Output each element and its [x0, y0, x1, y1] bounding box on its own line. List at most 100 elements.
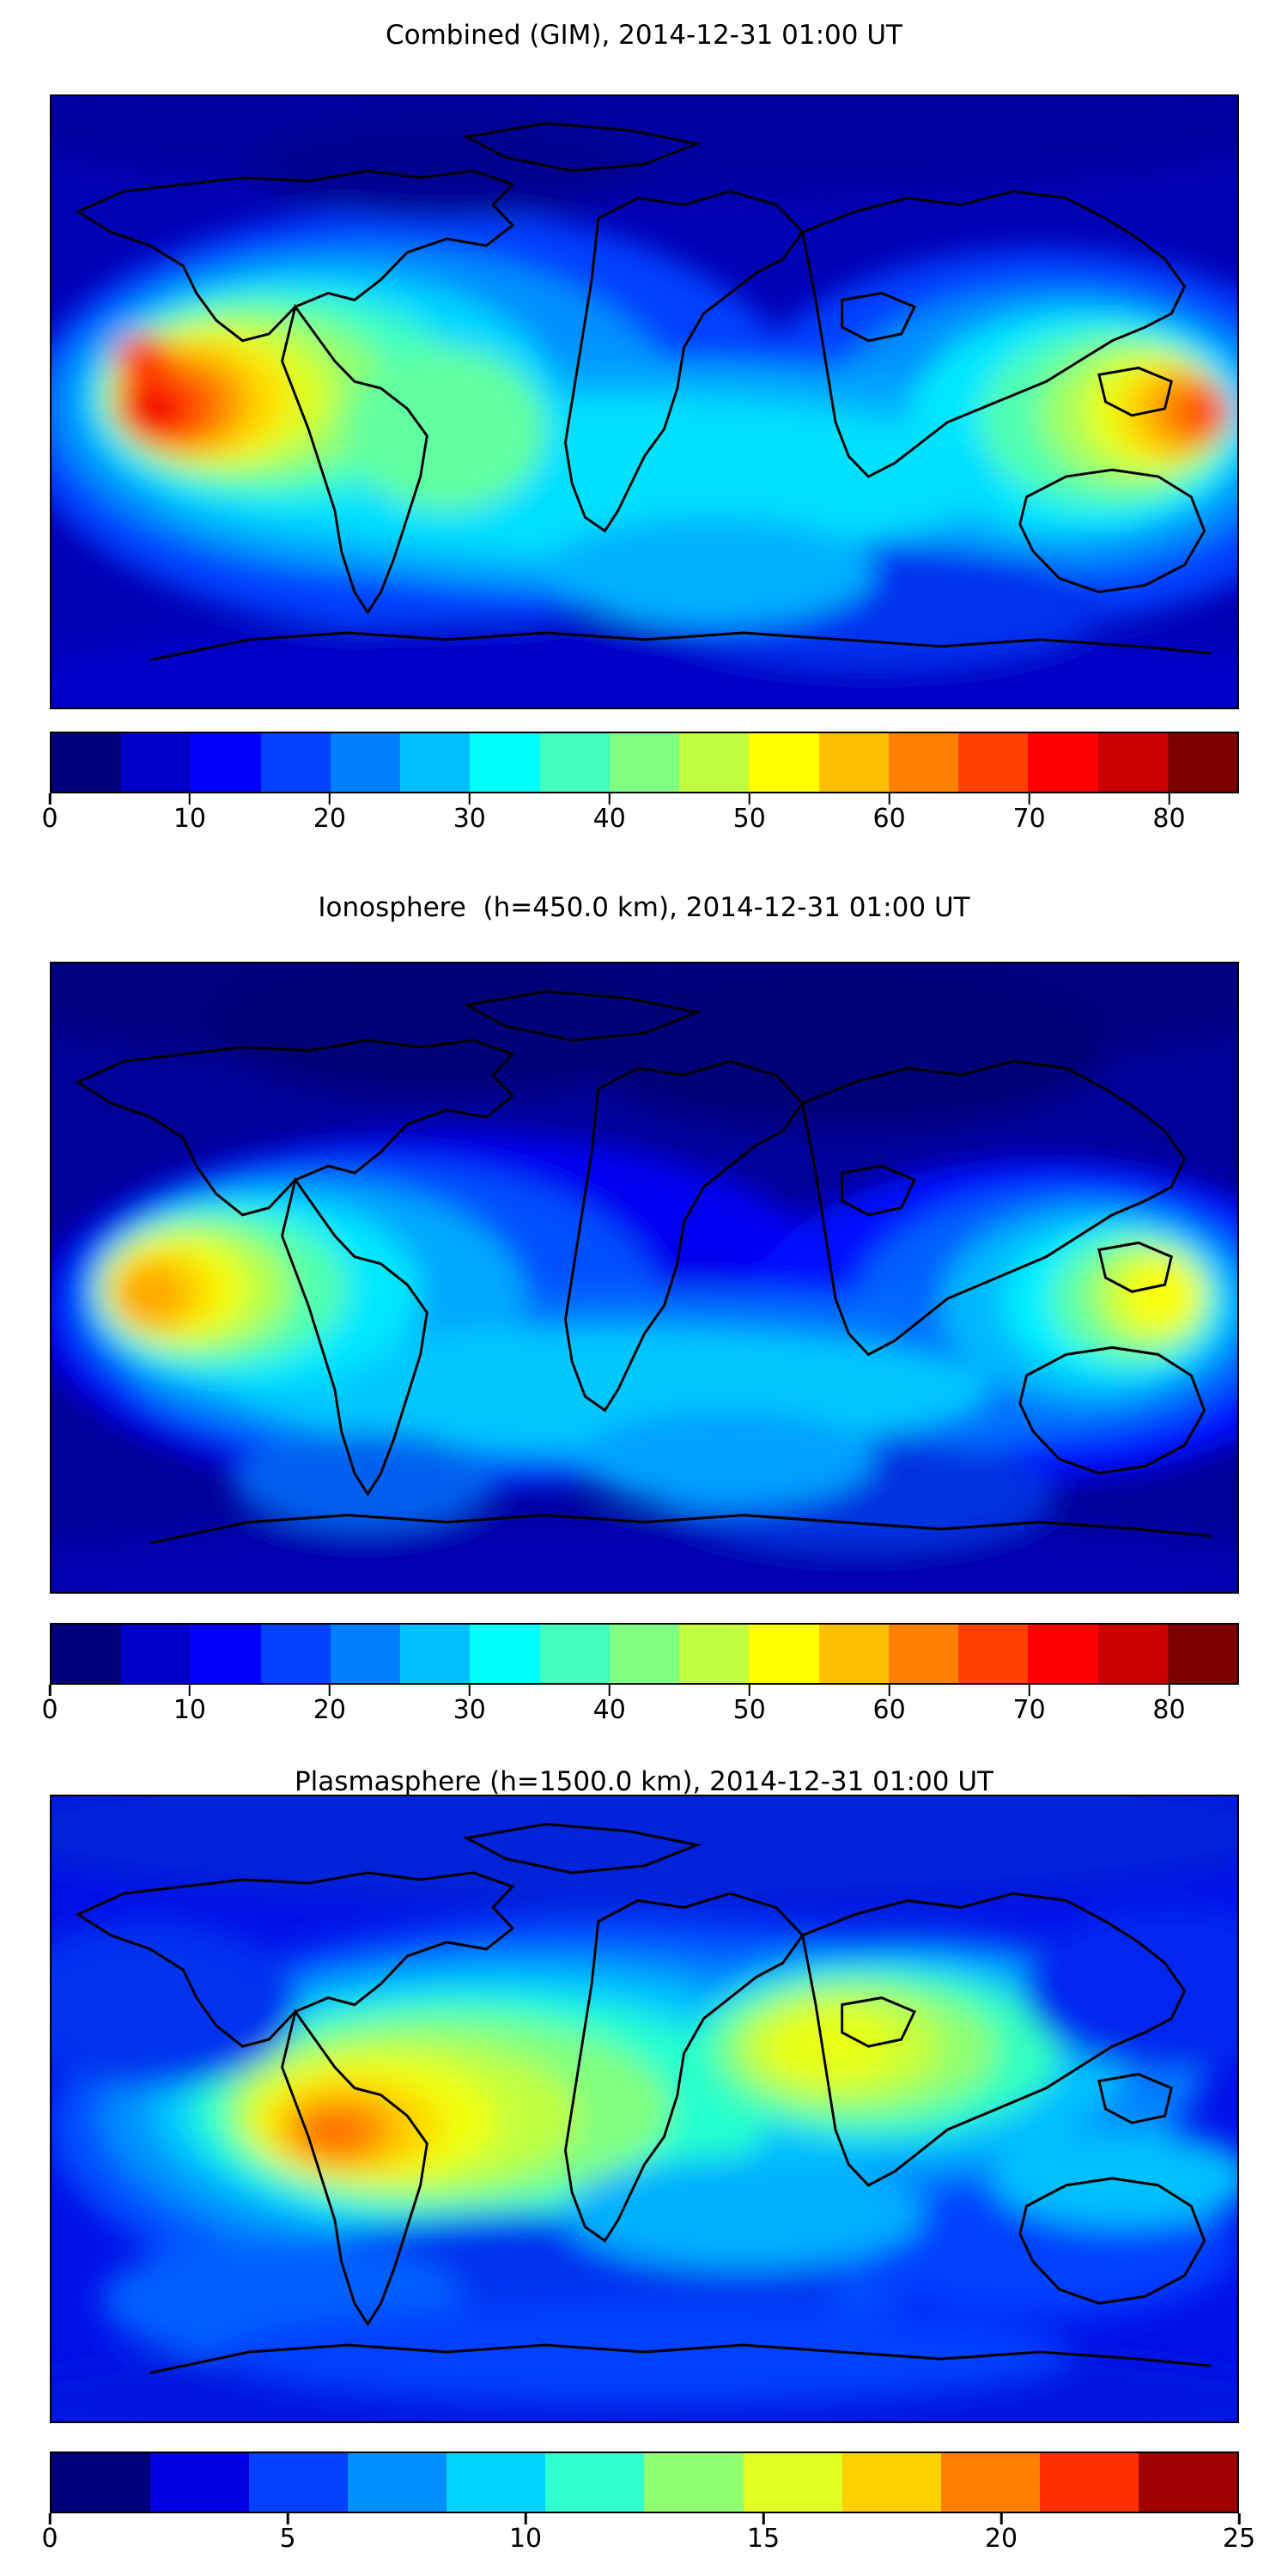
colorbar-swatch-11 [818, 1625, 889, 1683]
colorbar-tick-label-10: 10 [173, 1695, 207, 1725]
colorbar-tick-0 [48, 1685, 52, 1696]
colorbar-swatches-ionosphere [50, 1623, 1239, 1685]
colorbar-tick-label-50: 50 [732, 804, 766, 834]
colorbar-tick-label-20: 20 [313, 804, 346, 834]
colorbar-swatch-9 [679, 1625, 750, 1683]
colorbar-swatch-2 [191, 733, 261, 792]
colorbar-swatch-1 [121, 1625, 191, 1683]
colorbar-swatch-9 [940, 2453, 1040, 2512]
colorbar-swatch-4 [330, 1625, 401, 1683]
colorbar-tick-label-50: 50 [732, 1695, 766, 1725]
colorbar-tick-50 [748, 1685, 750, 1696]
colorbar-swatch-10 [749, 733, 819, 792]
colorbar-tick-label-0: 0 [41, 2524, 58, 2554]
colorbar-swatches-plasmasphere [50, 2451, 1239, 2513]
colorbar-tick-70 [1028, 1685, 1030, 1696]
colorbar-tick-15 [762, 2513, 765, 2524]
colorbar-tick-10 [188, 793, 191, 805]
colorbar-tick-label-80: 80 [1152, 1695, 1186, 1725]
colorbar-tick-label-40: 40 [592, 804, 626, 834]
colorbar-tick-70 [1028, 793, 1030, 805]
colorbar-tick-40 [608, 793, 611, 805]
colorbar-swatch-4 [330, 733, 401, 792]
colorbar-swatch-8 [609, 733, 680, 792]
colorbar-combined: 0 10 20 30 40 50 60 70 80 [41, 732, 1239, 841]
colorbar-tick-80 [1168, 1685, 1170, 1696]
colorbar-swatch-1 [121, 733, 191, 792]
colorbar-swatch-1 [150, 2453, 250, 2512]
map-axes-plasmasphere [50, 1795, 1239, 2423]
map-axes-ionosphere [50, 962, 1239, 1594]
colorbar-swatch-3 [348, 2453, 447, 2512]
colorbar-swatch-13 [958, 733, 1029, 792]
colorbar-tick-label-20: 20 [984, 2524, 1018, 2554]
colorbar-swatch-5 [400, 733, 471, 792]
colorbar-tick-label-20: 20 [313, 1695, 346, 1725]
colorbar-swatch-13 [958, 1625, 1029, 1683]
colorbar-tick-80 [1168, 793, 1170, 805]
map-panel-plasmasphere: Plasmasphere (h=1500.0 km), 2014-12-31 0… [0, 1752, 1288, 2576]
colorbar-swatch-0 [52, 733, 122, 792]
colorbar-swatch-5 [545, 2453, 645, 2512]
colorbar-tick-5 [286, 2513, 289, 2524]
colorbar-swatch-7 [743, 2453, 842, 2512]
panel-title-ionosphere: Ionosphere (h=450.0 km), 2014-12-31 01:0… [318, 892, 970, 923]
colorbar-swatch-7 [539, 1625, 610, 1683]
colorbar-axis-combined: 0 10 20 30 40 50 60 70 80 [41, 793, 1239, 841]
colorbar-swatch-2 [249, 2453, 349, 2512]
colorbar-tick-50 [748, 793, 750, 805]
colorbar-axis-plasmasphere: 0 5 10 15 20 25 [41, 2513, 1255, 2561]
colorbar-tick-0 [48, 2513, 52, 2524]
colorbar-tick-label-10: 10 [173, 804, 207, 834]
colorbar-tick-label-70: 70 [1012, 1695, 1046, 1725]
colorbar-swatch-3 [260, 733, 331, 792]
colorbar-tick-30 [468, 1685, 471, 1696]
colorbar-swatch-6 [470, 733, 540, 792]
colorbar-axis-ionosphere: 0 10 20 30 40 50 60 70 80 [41, 1685, 1239, 1733]
colorbar-swatch-4 [447, 2453, 546, 2512]
colorbar-swatch-16 [1167, 1625, 1237, 1683]
colorbar-tick-60 [888, 793, 890, 805]
colorbar-swatch-6 [470, 1625, 540, 1683]
colorbar-swatch-8 [841, 2453, 941, 2512]
colorbar-tick-30 [468, 793, 471, 805]
tec-field-combined [52, 96, 1237, 708]
colorbar-tick-label-0: 0 [41, 804, 58, 834]
colorbar-swatches-combined [50, 732, 1239, 793]
colorbar-swatch-15 [1097, 733, 1168, 792]
colorbar-tick-label-0: 0 [41, 1695, 58, 1725]
colorbar-tick-label-70: 70 [1012, 804, 1046, 834]
colorbar-tick-10 [524, 2513, 527, 2524]
colorbar-swatch-7 [539, 733, 610, 792]
tec-field-plasmasphere [52, 1796, 1237, 2421]
colorbar-tick-label-80: 80 [1152, 804, 1186, 834]
colorbar-swatch-2 [191, 1625, 261, 1683]
colorbar-tick-60 [888, 1685, 890, 1696]
colorbar-swatch-14 [1028, 1625, 1098, 1683]
colorbar-tick-label-60: 60 [872, 804, 906, 834]
colorbar-tick-10 [188, 1685, 191, 1696]
colorbar-tick-label-25: 25 [1222, 2524, 1256, 2554]
colorbar-tick-20 [999, 2513, 1003, 2524]
colorbar-tick-label-30: 30 [453, 1695, 486, 1725]
colorbar-swatch-0 [52, 2453, 151, 2512]
colorbar-tick-40 [608, 1685, 611, 1696]
colorbar-swatch-11 [818, 733, 889, 792]
colorbar-swatch-15 [1097, 1625, 1168, 1683]
colorbar-swatch-3 [260, 1625, 331, 1683]
colorbar-swatch-10 [1039, 2453, 1139, 2512]
colorbar-swatch-11 [1138, 2453, 1237, 2512]
colorbar-tick-label-60: 60 [872, 1695, 906, 1725]
colorbar-swatch-9 [679, 733, 750, 792]
panel-title-combined: Combined (GIM), 2014-12-31 01:00 UT [386, 20, 902, 51]
map-panel-combined: Combined (GIM), 2014-12-31 01:00 UT [0, 0, 1288, 859]
colorbar-swatch-12 [888, 1625, 959, 1683]
colorbar-swatch-8 [609, 1625, 680, 1683]
colorbar-tick-25 [1237, 2513, 1241, 2524]
colorbar-tick-label-40: 40 [592, 1695, 626, 1725]
colorbar-swatch-14 [1028, 733, 1098, 792]
colorbar-tick-20 [328, 793, 331, 805]
colorbar-swatch-5 [400, 1625, 471, 1683]
colorbar-tick-0 [48, 793, 52, 805]
